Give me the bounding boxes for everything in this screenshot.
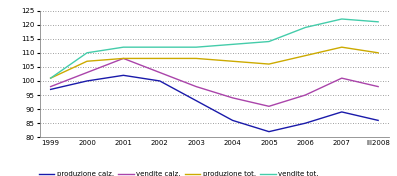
Legend: produzione calz., vendite calz., produzione tot., vendite tot.: produzione calz., vendite calz., produzi…	[36, 169, 322, 176]
